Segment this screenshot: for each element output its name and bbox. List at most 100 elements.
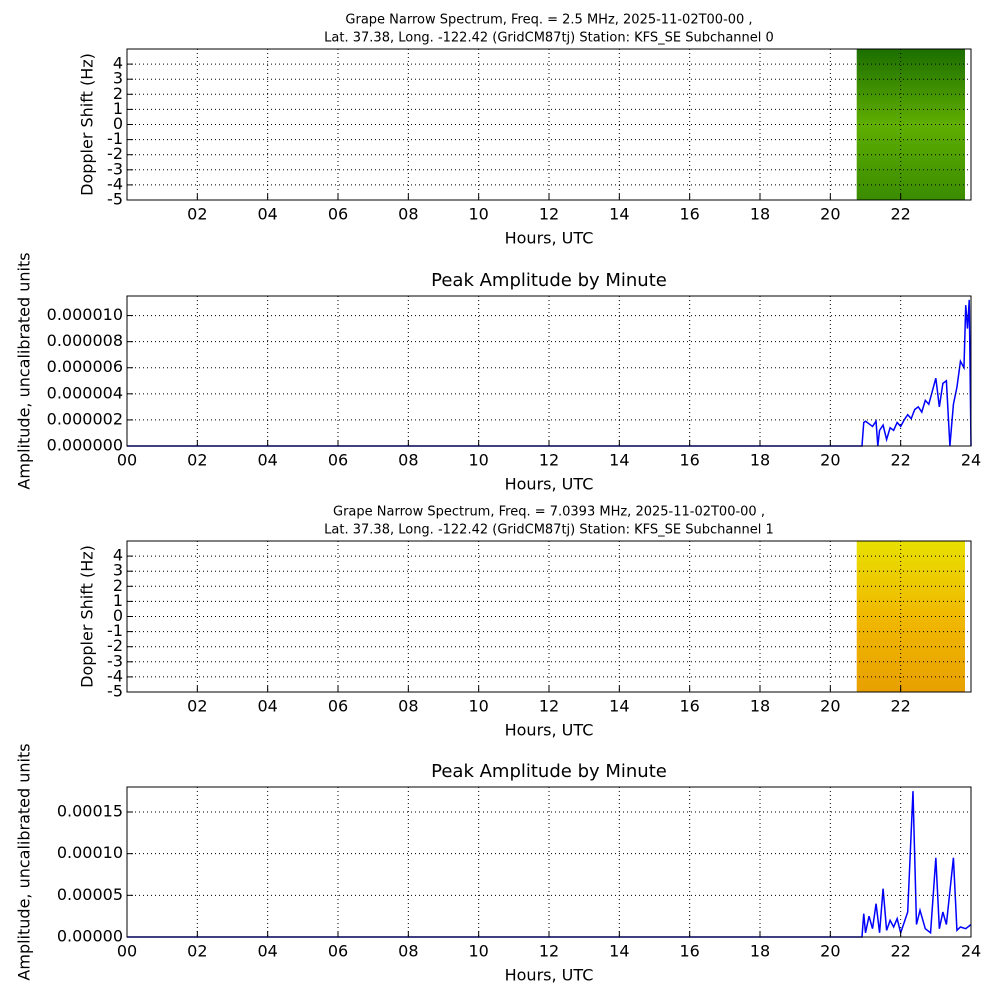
y-tick-label: 0: [113, 114, 123, 133]
x-tick-label: 14: [609, 451, 629, 470]
y-tick-label: 2: [113, 576, 123, 595]
x-tick-label: 16: [679, 697, 699, 716]
y-tick-label: 0.000008: [47, 331, 123, 350]
y-tick-label: -4: [107, 666, 123, 685]
chart-title: Lat. 37.38, Long. -122.42 (GridCM87tj) S…: [324, 31, 774, 46]
y-tick-label: 3: [113, 561, 123, 580]
chart-title: Peak Amplitude by Minute: [431, 761, 667, 782]
x-tick-label: 22: [890, 205, 910, 224]
x-tick-label: 18: [750, 451, 770, 470]
x-tick-label: 02: [187, 451, 207, 470]
panel: Grape Narrow Spectrum, Freq. = 7.0393 MH…: [78, 505, 972, 740]
x-tick-label: 02: [187, 697, 207, 716]
x-tick-label: 14: [609, 205, 629, 224]
y-tick-label: 1: [113, 99, 123, 118]
x-tick-label: 02: [187, 942, 207, 961]
data-line: [127, 299, 972, 447]
x-tick-label: 08: [398, 697, 418, 716]
y-tick-label: 0.000002: [47, 409, 123, 428]
y-tick-label: -3: [107, 159, 123, 178]
x-tick-label: 06: [328, 942, 348, 961]
x-tick-label: 14: [609, 942, 629, 961]
x-tick-label: 18: [750, 205, 770, 224]
y-tick-label: 3: [113, 69, 123, 88]
y-tick-label: -3: [107, 651, 123, 670]
y-tick-label: -1: [107, 621, 123, 640]
y-tick-label: -5: [107, 682, 123, 701]
spectrogram-data: [856, 541, 966, 692]
x-axis-label: Hours, UTC: [505, 966, 594, 985]
spectrogram-data: [856, 49, 966, 200]
x-tick-label: 16: [679, 205, 699, 224]
y-tick-label: 2: [113, 84, 123, 103]
y-tick-label: 4: [113, 546, 123, 565]
panel: Peak Amplitude by Minute 0.00000 0.00005 0.…: [15, 743, 982, 984]
x-tick-label: 18: [750, 942, 770, 961]
x-tick-label: 10: [468, 451, 488, 470]
y-tick-label: -1: [107, 129, 123, 148]
x-tick-label: 04: [257, 205, 277, 224]
x-tick-label: 08: [398, 942, 418, 961]
plot-frame: [126, 295, 972, 447]
x-tick-label: 18: [750, 697, 770, 716]
y-tick-label: -2: [107, 144, 123, 163]
chart-title: Peak Amplitude by Minute: [431, 270, 667, 291]
y-tick-label: 0.00015: [57, 802, 123, 821]
x-tick-label: 04: [257, 697, 277, 716]
x-tick-label: 08: [398, 451, 418, 470]
y-tick-label: 0.000006: [47, 357, 123, 376]
y-axis-label: Doppler Shift (Hz): [78, 545, 97, 688]
y-axis-label: Amplitude, uncalibrated units: [15, 252, 34, 489]
x-tick-label: 06: [328, 205, 348, 224]
x-tick-label: 24: [961, 451, 981, 470]
chart-title: Lat. 37.38, Long. -122.42 (GridCM87tj) S…: [324, 523, 774, 538]
y-axis-label: Doppler Shift (Hz): [78, 53, 97, 196]
plot-frame: [126, 540, 972, 693]
x-tick-label: 08: [398, 205, 418, 224]
data-line: [127, 791, 972, 938]
x-tick-label: 22: [890, 942, 910, 961]
x-tick-label: 04: [257, 942, 277, 961]
chart-title: Grape Narrow Spectrum, Freq. = 2.5 MHz, …: [345, 13, 752, 28]
x-tick-label: 16: [679, 451, 699, 470]
x-tick-label: 20: [820, 942, 840, 961]
x-tick-label: 10: [468, 697, 488, 716]
x-tick-label: 20: [820, 697, 840, 716]
chart-title: Grape Narrow Spectrum, Freq. = 7.0393 MH…: [333, 505, 765, 520]
x-tick-label: 20: [820, 205, 840, 224]
y-tick-label: 0.000000: [47, 436, 123, 455]
x-tick-label: 10: [468, 205, 488, 224]
y-tick-label: 0.00005: [57, 885, 123, 904]
x-axis-label: Hours, UTC: [505, 721, 594, 740]
x-tick-label: 12: [539, 451, 559, 470]
plot-frame: [126, 48, 972, 201]
y-tick-label: -2: [107, 636, 123, 655]
x-tick-label: 22: [890, 451, 910, 470]
y-tick-label: -4: [107, 174, 123, 193]
panel: Peak Amplitude by Minute 0.000000 0.000002…: [15, 252, 982, 493]
y-tick-label: 0.00010: [57, 843, 123, 862]
x-tick-label: 16: [679, 942, 699, 961]
y-tick-label: 0: [113, 606, 123, 625]
x-tick-label: 00: [117, 942, 137, 961]
y-tick-label: 0.00000: [57, 927, 123, 946]
y-tick-label: 1: [113, 591, 123, 610]
x-tick-label: 20: [820, 451, 840, 470]
y-tick-label: 4: [113, 54, 123, 73]
y-tick-label: 0.000010: [47, 305, 123, 324]
y-axis-label: Amplitude, uncalibrated units: [15, 743, 34, 980]
x-tick-label: 14: [609, 697, 629, 716]
x-tick-label: 12: [539, 697, 559, 716]
x-tick-label: 02: [187, 205, 207, 224]
x-tick-label: 12: [539, 942, 559, 961]
x-tick-label: 12: [539, 205, 559, 224]
x-tick-label: 10: [468, 942, 488, 961]
plot-frame: [126, 786, 972, 938]
y-tick-label: -5: [107, 190, 123, 209]
y-tick-label: 0.000004: [47, 383, 123, 402]
x-tick-label: 00: [117, 451, 137, 470]
x-axis-label: Hours, UTC: [505, 475, 594, 494]
x-tick-label: 06: [328, 697, 348, 716]
x-tick-label: 24: [961, 942, 981, 961]
